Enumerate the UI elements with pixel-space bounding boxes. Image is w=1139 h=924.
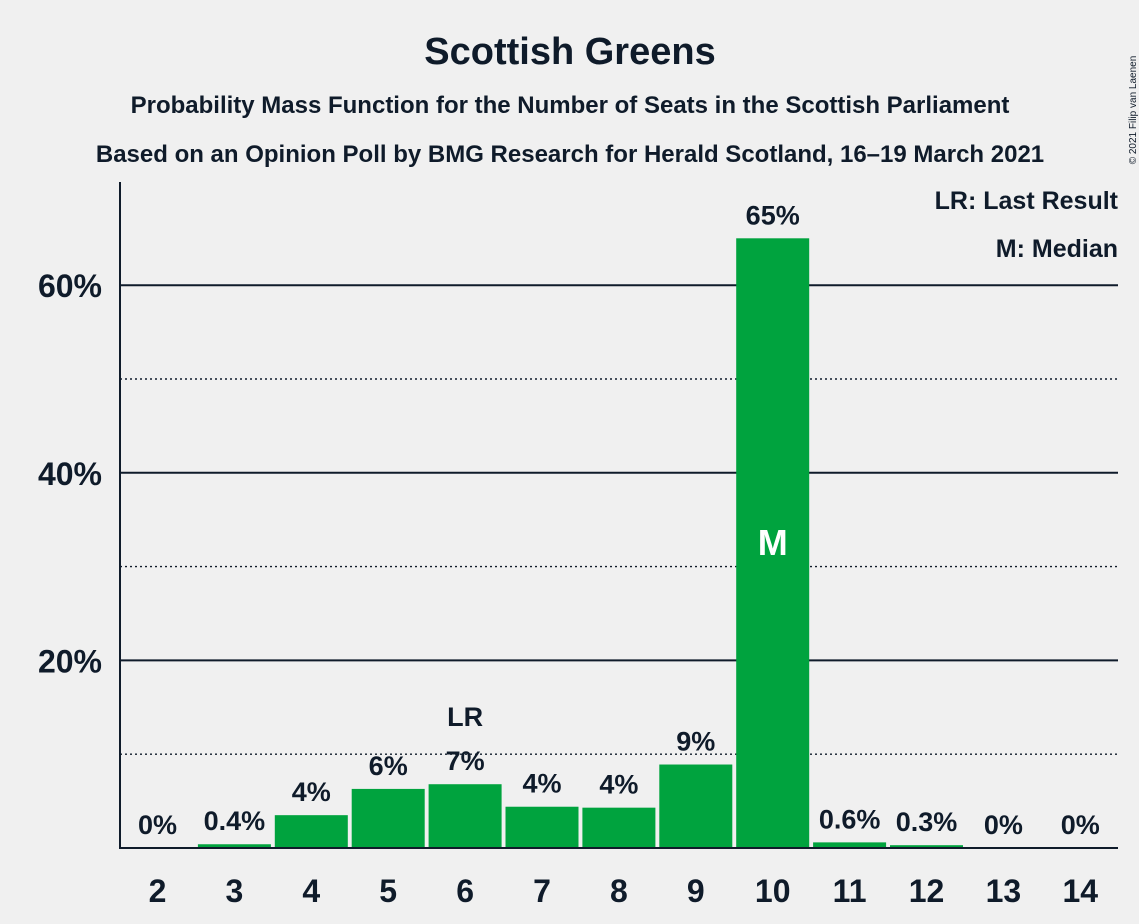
last-result-marker: LR (447, 702, 483, 732)
y-tick-label: 40% (38, 456, 102, 492)
x-tick-label: 8 (610, 873, 628, 909)
chart-subtitle-source: Based on an Opinion Poll by BMG Research… (96, 141, 1044, 168)
bar-value-label: 0% (138, 810, 177, 840)
x-tick-label: 11 (833, 873, 867, 909)
y-axis-labels: 20% 40% 60% (38, 268, 102, 679)
bar-value-label: 4% (292, 777, 331, 807)
x-tick-label: 2 (149, 873, 167, 909)
x-tick-label: 10 (755, 873, 791, 909)
bar (351, 788, 425, 848)
markers: LR M (447, 522, 788, 732)
bar (890, 845, 963, 848)
x-tick-label: 13 (986, 873, 1022, 909)
median-marker: M (758, 522, 788, 563)
bar (582, 807, 656, 848)
copyright-notice: © 2021 Filip van Laenen (1128, 56, 1139, 165)
bar (659, 764, 733, 848)
x-tick-label: 3 (226, 873, 244, 909)
bar (274, 815, 348, 848)
bar (505, 806, 579, 848)
gridlines (120, 284, 1118, 755)
legend: LR: Last Result M: Median (935, 187, 1119, 263)
legend-last-result: LR: Last Result (935, 187, 1119, 215)
bar-value-label: 0.3% (896, 807, 958, 837)
bar-value-label: 6% (369, 751, 408, 781)
x-tick-label: 14 (1063, 873, 1099, 909)
x-tick-label: 9 (687, 873, 705, 909)
bar-value-label: 65% (746, 200, 800, 230)
bar-value-label: 0% (984, 810, 1023, 840)
bar (197, 844, 271, 848)
y-tick-label: 20% (38, 643, 102, 679)
bar-value-label: 7% (446, 746, 485, 776)
bar (736, 238, 810, 849)
chart-subtitle: Probability Mass Function for the Number… (131, 92, 1010, 119)
y-tick-label: 60% (38, 268, 102, 304)
chart-title: Scottish Greens (424, 31, 715, 73)
bar-value-label: 0% (1061, 810, 1100, 840)
x-tick-label: 12 (909, 873, 945, 909)
bars (197, 238, 963, 849)
legend-median: M: Median (996, 235, 1118, 263)
bar-value-label: 0.6% (819, 804, 881, 834)
bar (428, 784, 502, 848)
x-tick-label: 4 (302, 873, 320, 909)
x-tick-label: 6 (456, 873, 474, 909)
value-labels: 0% 0.4% 4% 6% 7% 4% 4% 9% 65% 0.6% 0.3% 0% 0% (138, 200, 1100, 840)
bar-value-label: 0.4% (204, 806, 266, 836)
bar-value-label: 9% (676, 727, 715, 757)
bar (813, 842, 887, 848)
x-tick-label: 5 (379, 873, 397, 909)
x-tick-label: 7 (533, 873, 551, 909)
bar-value-label: 4% (522, 769, 561, 799)
x-axis-labels: 2 3 4 5 6 7 8 9 10 11 12 13 14 (149, 873, 1099, 909)
bar-value-label: 4% (599, 770, 638, 800)
